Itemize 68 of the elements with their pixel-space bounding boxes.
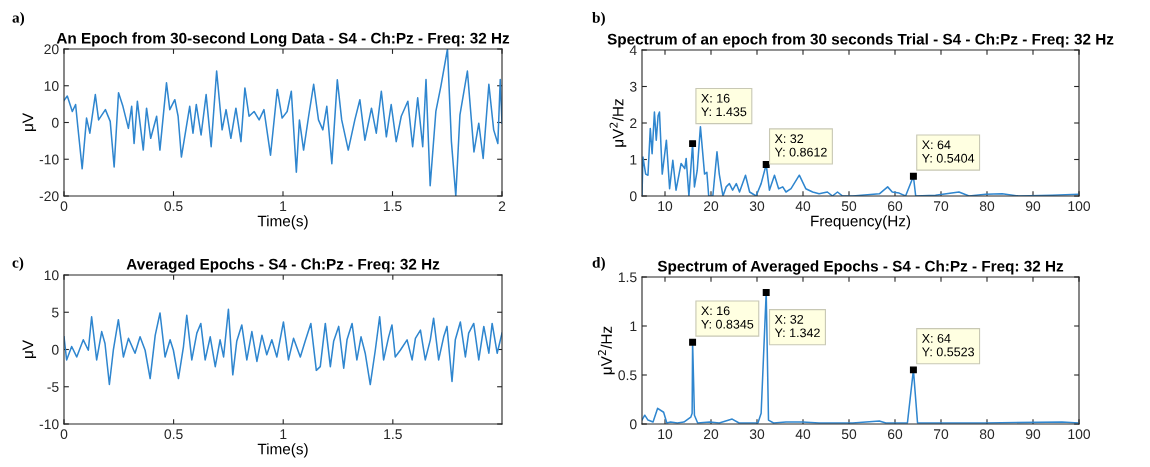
x-tick-label: 40 (795, 201, 811, 212)
x-axis-title: Frequency(Hz) (811, 215, 911, 230)
x-tick-label: 80 (979, 201, 995, 212)
annotation: X: 32 Y: 0.8612 (774, 134, 827, 157)
x-tick-label: 90 (1025, 429, 1041, 440)
x-tick-label: 50 (841, 429, 857, 440)
x-tick-label: 100 (1068, 429, 1091, 440)
line-series (64, 49, 502, 196)
y-tick-label: 10 (44, 270, 59, 281)
annotation: X: 64 Y: 0.5404 (922, 140, 975, 163)
annotation: X: 16 Y: 1.435 (701, 93, 747, 117)
y-tick-label: -5 (47, 382, 59, 392)
y-tick-label: 1 (630, 321, 637, 332)
y-axis-title: μV (22, 340, 37, 358)
x-tick-label: 60 (887, 201, 903, 212)
x-tick-label: 70 (933, 429, 949, 440)
y-tick-label: 10 (44, 81, 59, 91)
text: b) (592, 12, 605, 26)
x-tick-label: 40 (795, 429, 811, 440)
line-series (64, 308, 502, 386)
annotation: X: 64 Y: 0.5523 (922, 333, 975, 357)
x-tick-label: 1 (280, 429, 287, 439)
x-tick-label: 0 (60, 429, 68, 440)
y-tick-label: -10 (39, 419, 59, 430)
y-axis-title: μV$^{2}$/Hz (597, 326, 615, 375)
x-tick-label: 2 (498, 201, 506, 211)
y-tick-label: 20 (44, 44, 59, 55)
text: d) (592, 257, 605, 271)
y-tick-label: 2 (630, 118, 637, 129)
x-tick-label: 60 (887, 429, 903, 440)
x-tick-label: 1 (280, 201, 287, 211)
y-tick-label: 3 (629, 81, 637, 92)
y-tick-label: 0 (51, 344, 59, 355)
chart-title: Spectrum of Averaged Epochs - S4 - Ch:Pz - Freq: 32 Hz (657, 260, 1064, 275)
x-tick-label: 30 (749, 429, 765, 440)
x-axis-title: Time(s) (257, 215, 308, 230)
y-tick-label: -10 (39, 154, 59, 165)
x-tick-label: 70 (933, 201, 949, 212)
x-tick-label: 0.5 (164, 429, 183, 440)
y-tick-label: 5 (51, 307, 59, 318)
x-tick-label: 80 (979, 429, 995, 440)
y-tick-label: 0 (51, 117, 59, 128)
x-tick-label: 1.5 (384, 429, 402, 440)
x-tick-label: 50 (841, 201, 857, 212)
x-axis-title: Time(s) (257, 443, 308, 458)
y-axis-title: μV (22, 113, 37, 131)
x-tick-label: 90 (1025, 201, 1041, 212)
x-tick-label: 10 (658, 201, 673, 212)
y-tick-label: 0.5 (618, 370, 637, 381)
annotation: X: 16 Y: 0.8345 (701, 306, 754, 329)
y-tick-label: -20 (39, 191, 59, 202)
x-tick-label: 20 (703, 429, 719, 440)
x-tick-label: 100 (1068, 201, 1091, 212)
y-tick-label: 1.5 (618, 272, 637, 283)
annotation: X: 32 Y: 1.342 (774, 314, 820, 338)
x-tick-label: 0 (60, 201, 68, 212)
y-axis-title: μV$^{2}$/Hz (609, 99, 627, 147)
text: a) (12, 12, 25, 26)
x-tick-label: 20 (703, 201, 719, 212)
y-tick-label: 0 (629, 419, 637, 430)
x-tick-label: 10 (658, 429, 673, 440)
y-tick-label: 1 (630, 154, 637, 165)
x-tick-label: 0.5 (164, 201, 183, 212)
text: c) (12, 257, 24, 271)
x-tick-label: 1.5 (383, 201, 402, 212)
x-tick-label: 30 (749, 201, 765, 212)
chart-title: Averaged Epochs - S4 - Ch:Pz - Freq: 32 Hz (126, 258, 440, 273)
y-tick-label: 0 (629, 191, 637, 202)
